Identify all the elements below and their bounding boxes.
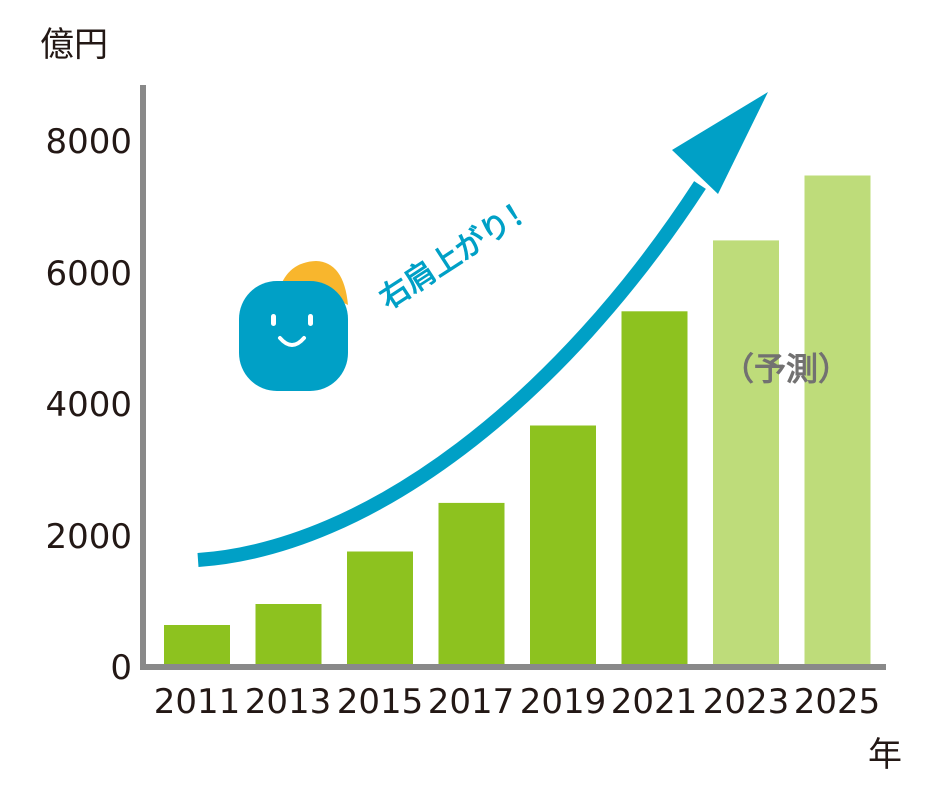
x-tick-label: 2017 — [428, 682, 515, 722]
x-tick-label: 2015 — [337, 682, 424, 722]
bar-2023-forecast — [713, 240, 779, 667]
x-tick-labels: 2011 2013 2015 2017 2019 2021 2023 2025 — [154, 682, 881, 722]
x-tick-label: 2021 — [611, 682, 698, 722]
x-tick-label: 2025 — [794, 682, 881, 722]
bar-2017 — [438, 502, 505, 667]
y-tick-label-4000: 4000 — [45, 385, 132, 425]
trend-arrow-head — [672, 92, 768, 194]
mascot-smile — [278, 336, 306, 347]
x-tick-label: 2019 — [520, 682, 607, 722]
y-tick-label-6000: 6000 — [45, 254, 132, 294]
forecast-annotation: （予測） — [722, 350, 850, 388]
x-tick-label: 2023 — [703, 682, 790, 722]
bar-2025-forecast — [804, 175, 871, 667]
arrow-annotation: 右肩上がり！ — [373, 189, 543, 316]
bar-2021 — [621, 311, 688, 667]
x-tick-label: 2011 — [154, 682, 241, 722]
bar-2013 — [255, 604, 322, 667]
bar-2019 — [530, 425, 596, 667]
bars-group — [164, 175, 871, 667]
y-tick-label-2000: 2000 — [45, 517, 132, 557]
trend-arrow-shaft — [197, 181, 706, 567]
x-axis-label: 年 — [868, 735, 902, 775]
y-tick-label-0: 0 — [110, 648, 132, 688]
mascot-eye-right — [308, 314, 313, 326]
mascot-eye-left — [271, 314, 276, 326]
bar-2015 — [347, 551, 413, 667]
mascot-icon — [239, 261, 348, 391]
bar-2011 — [164, 625, 230, 667]
y-tick-label-8000: 8000 — [45, 122, 132, 162]
mascot-face — [239, 281, 348, 391]
x-tick-label: 2013 — [245, 682, 332, 722]
y-axis-label: 億円 — [40, 25, 108, 65]
